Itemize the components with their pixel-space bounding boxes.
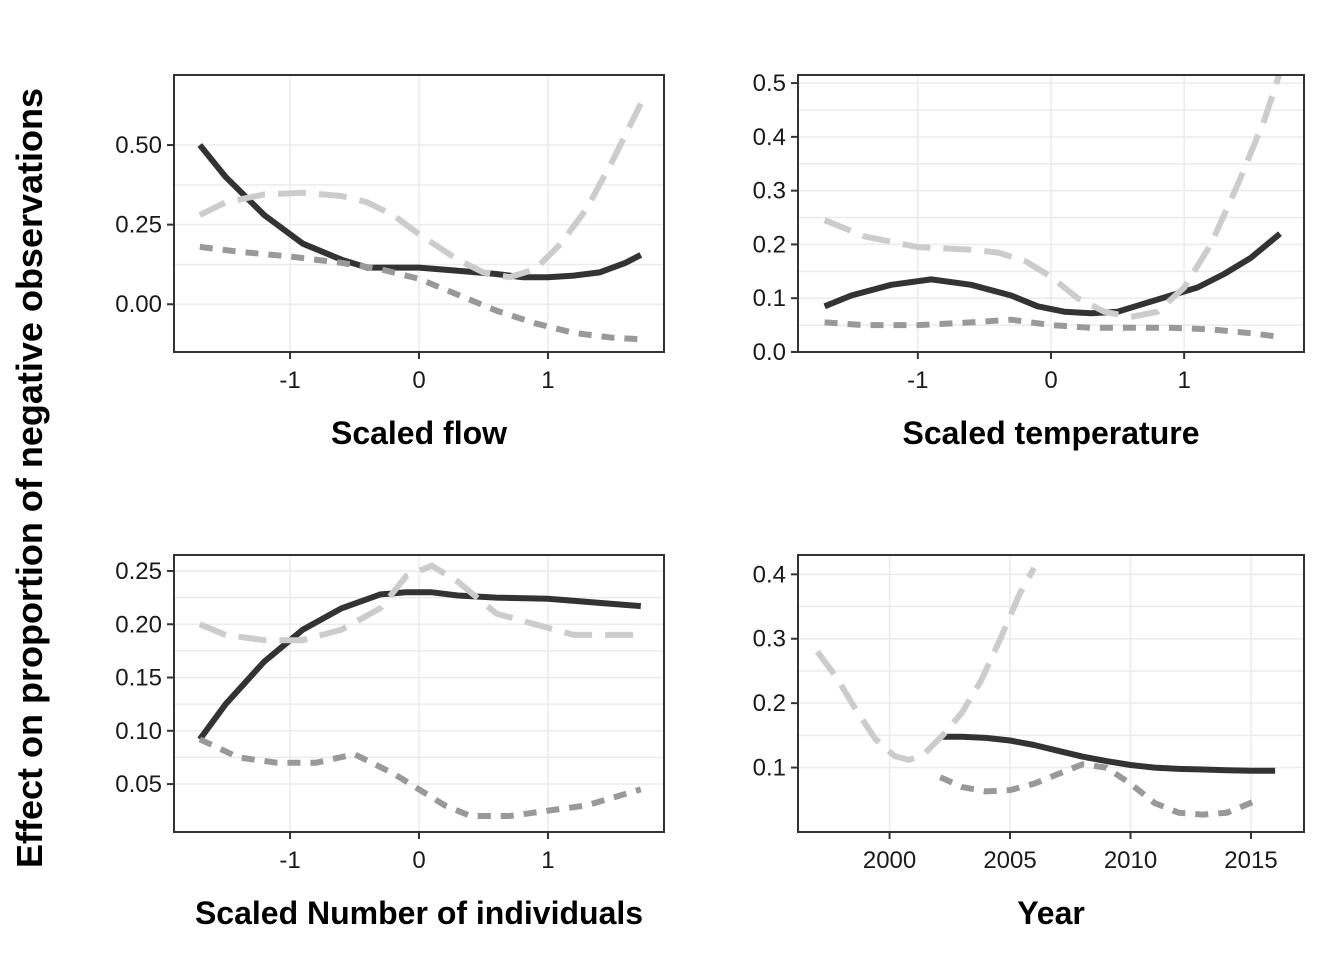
y-tick-label: 0.3 — [753, 178, 786, 205]
plot-frame — [797, 554, 1305, 833]
panel-individuals: -1 0 1 0.05 0.10 0.15 0.20 0.25 Scaled Number of… — [0, 480, 680, 960]
y-tick-label: 0.00 — [115, 291, 162, 318]
x-tick-label: 2000 — [863, 847, 916, 874]
series-line-series-c — [823, 75, 1283, 320]
x-tick-label: 1 — [541, 367, 554, 394]
y-tick-label: 0.1 — [753, 285, 786, 312]
series-line-series-a — [940, 733, 1276, 774]
x-tick-label: -1 — [279, 367, 300, 394]
series-line-series-b — [938, 761, 1260, 818]
series-line-series-a — [823, 231, 1282, 317]
x-tick-label: -1 — [907, 367, 928, 394]
series-line-series-c — [814, 566, 1037, 763]
panel-year: 2000 2005 2010 2015 0.1 0.2 0.3 0.4 Year — [680, 480, 1344, 960]
series-line-series-a — [197, 589, 642, 742]
chart-individuals: -1 0 1 0.05 0.10 0.15 0.20 0.25 Scaled Number of… — [115, 554, 665, 931]
x-axis-title: Year — [1017, 895, 1085, 931]
panel-flow: -1 0 1 0.00 0.25 0.50 Scaled flow — [0, 0, 680, 470]
x-tick-label: 0 — [412, 367, 425, 394]
y-tick-label: 0.1 — [753, 755, 786, 782]
x-tick-label: 2015 — [1224, 847, 1277, 874]
x-tick-label: 2010 — [1104, 847, 1157, 874]
x-tick-label: 1 — [1177, 367, 1190, 394]
y-tick-label: 0.4 — [753, 124, 786, 151]
y-tick-label: 0.2 — [753, 690, 786, 717]
chart-temperature: -1 0 1 0.0 0.1 0.2 0.3 0.4 0.5 Scaled temperature — [753, 70, 1305, 451]
y-tick-label: 0.50 — [115, 132, 162, 159]
series-line-series-b — [199, 243, 641, 343]
y-tick-label: 0.0 — [753, 339, 786, 366]
series-line-series-b — [824, 316, 1281, 340]
y-tick-label: 0.15 — [115, 665, 162, 692]
chart-year: 2000 2005 2010 2015 0.1 0.2 0.3 0.4 Year — [753, 554, 1305, 931]
chart-flow: -1 0 1 0.00 0.25 0.50 Scaled flow — [115, 74, 665, 451]
y-tick-label: 0.25 — [115, 212, 162, 239]
y-tick-label: 0.2 — [753, 231, 786, 258]
x-tick-label: 0 — [1044, 367, 1057, 394]
x-tick-label: 0 — [412, 847, 425, 874]
x-tick-label: -1 — [279, 847, 300, 874]
series-line-series-a — [197, 143, 643, 281]
y-tick-label: 0.5 — [753, 70, 786, 97]
x-axis-title: Scaled flow — [331, 415, 507, 451]
y-tick-label: 0.25 — [115, 558, 162, 585]
series-line-series-c — [198, 102, 644, 281]
x-axis-title: Scaled Number of individuals — [195, 895, 643, 931]
x-tick-label: 2005 — [983, 847, 1036, 874]
x-tick-label: 1 — [541, 847, 554, 874]
y-tick-label: 0.20 — [115, 611, 162, 638]
series-line-series-c — [198, 562, 641, 644]
x-axis-title: Scaled temperature — [902, 415, 1199, 451]
y-tick-label: 0.05 — [115, 771, 162, 798]
y-tick-label: 0.4 — [753, 561, 786, 588]
y-tick-label: 0.3 — [753, 626, 786, 653]
series-line-series-b — [198, 736, 642, 819]
panel-temperature: -1 0 1 0.0 0.1 0.2 0.3 0.4 0.5 Scaled temperature — [680, 0, 1344, 470]
y-tick-label: 0.10 — [115, 718, 162, 745]
